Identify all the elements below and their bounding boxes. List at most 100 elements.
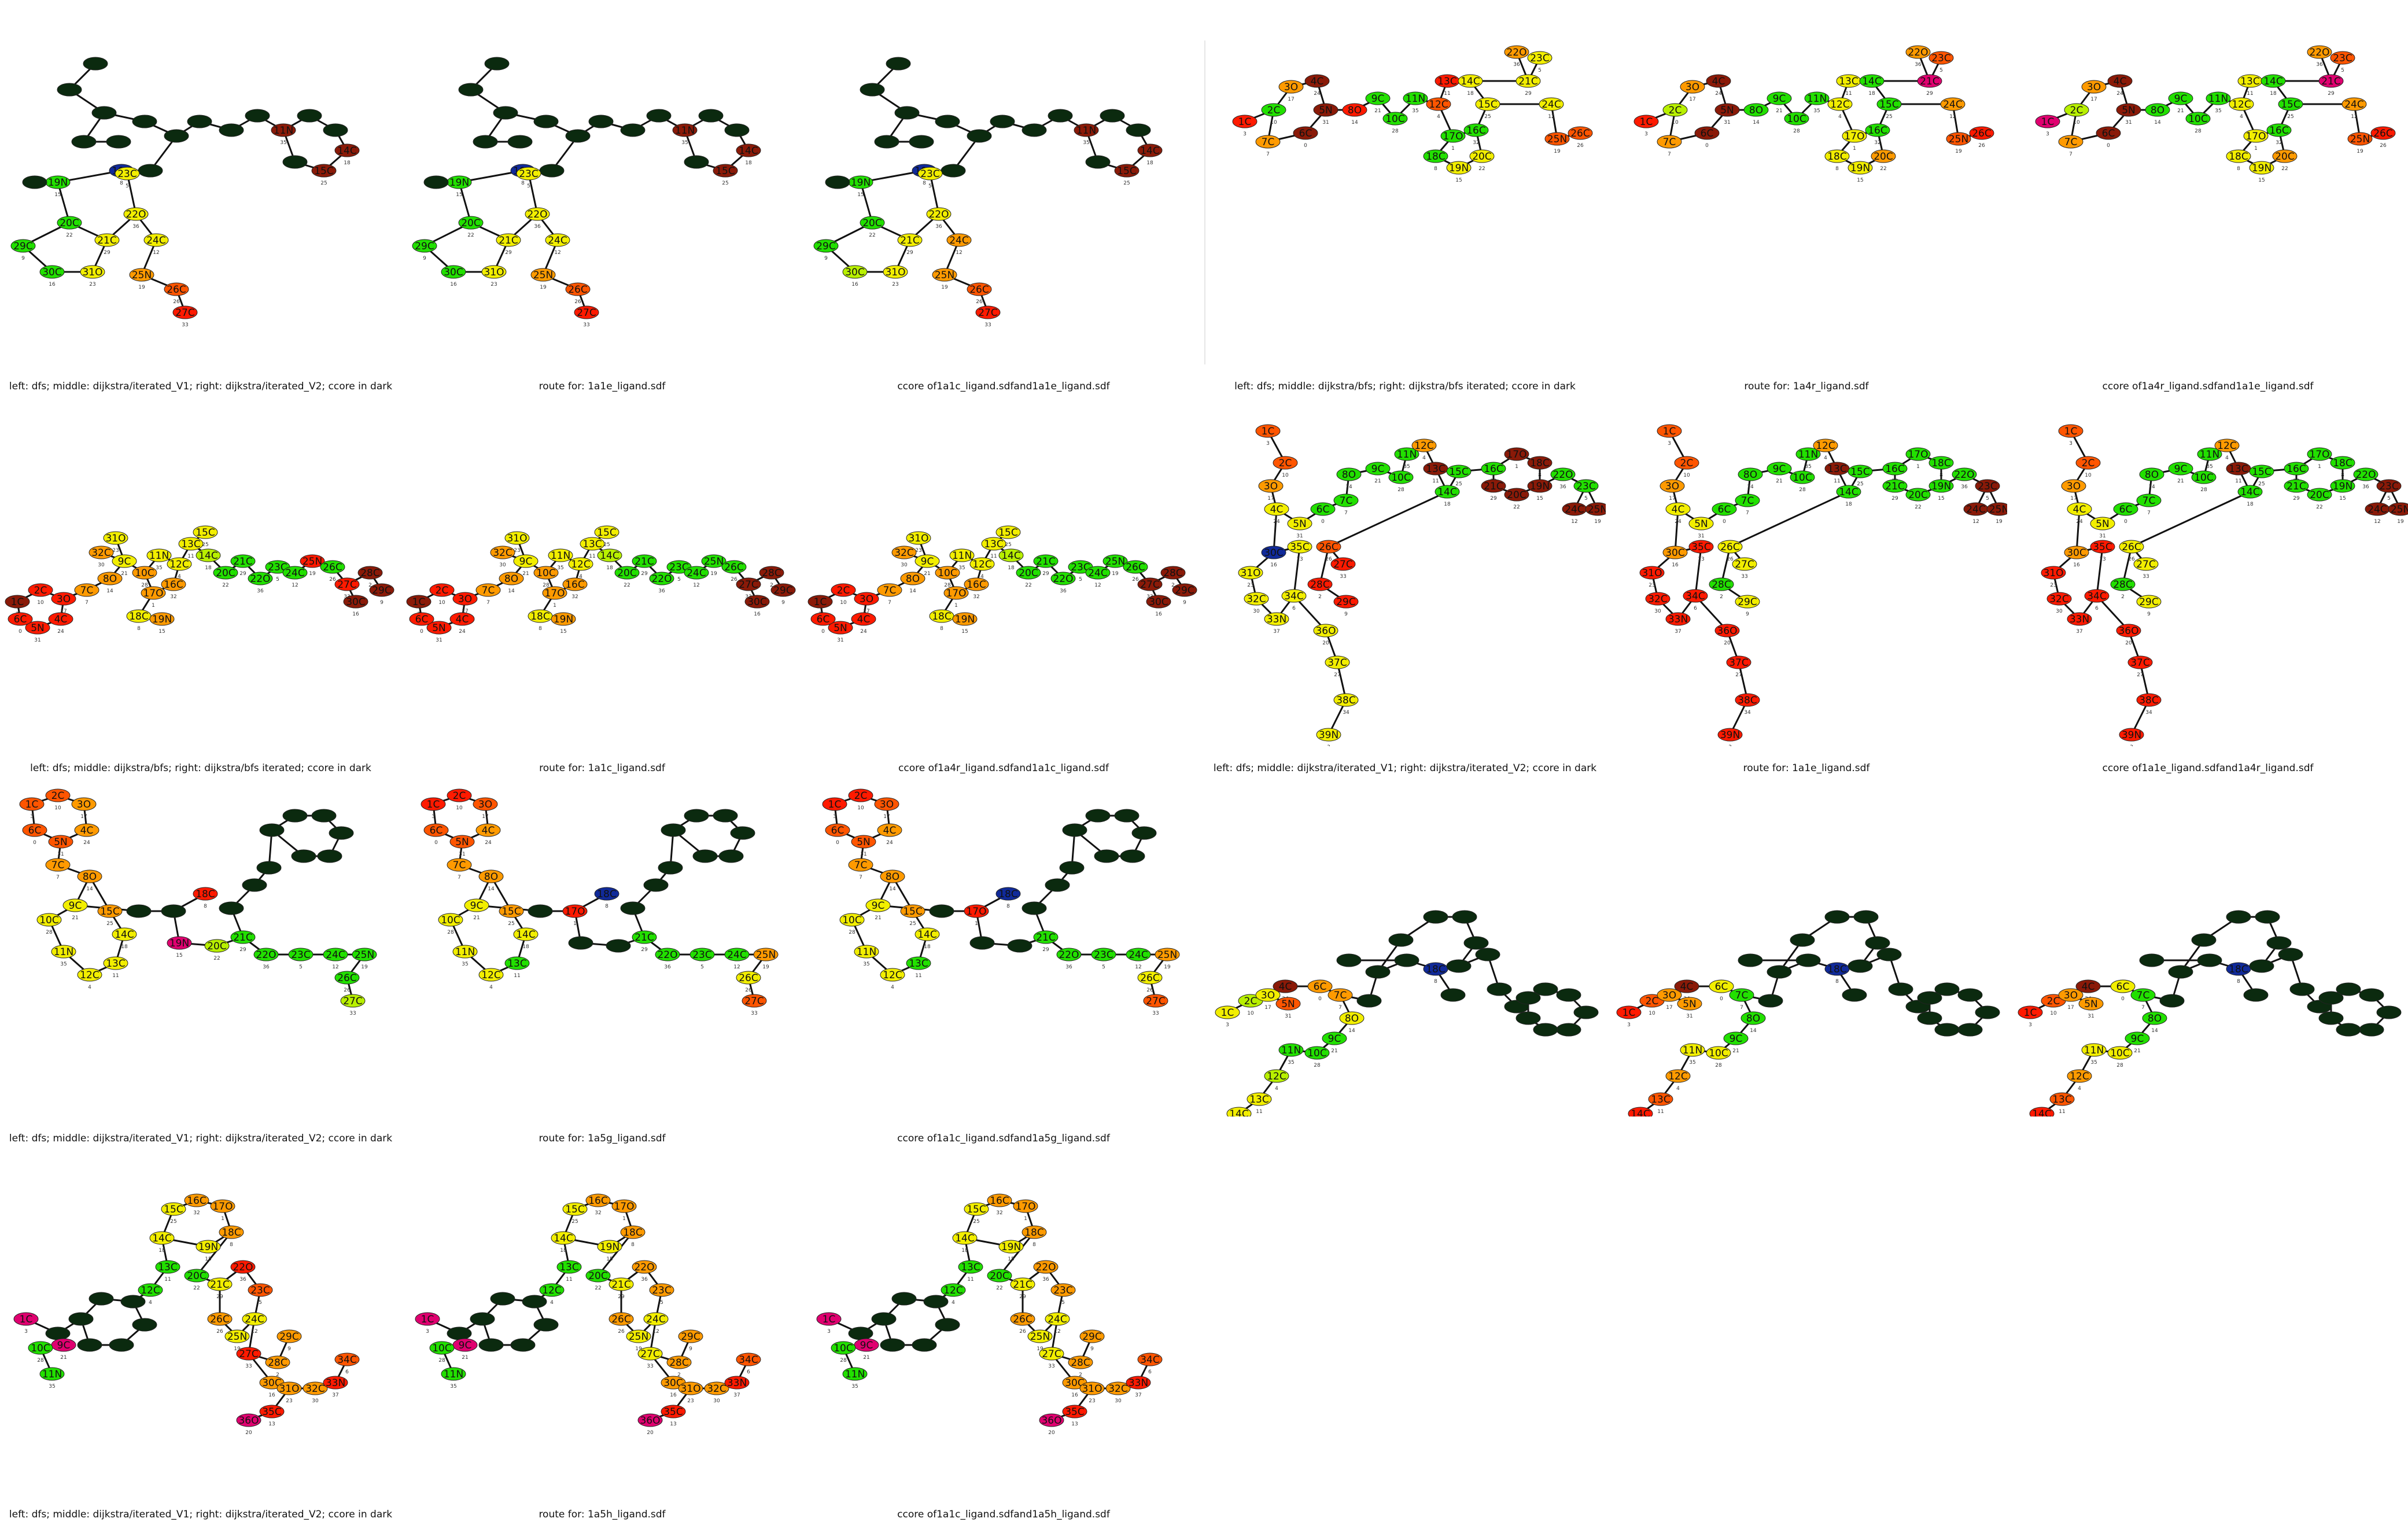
atom-ellipse xyxy=(606,939,631,953)
atom-ellipse xyxy=(2249,465,2274,478)
bond-line xyxy=(1273,508,1278,554)
atom-ellipse xyxy=(1304,74,1330,88)
atom-ellipse xyxy=(207,1312,233,1326)
atom-index: 2 xyxy=(1318,594,1322,600)
atom-index: 15 xyxy=(1536,496,1543,502)
atom-index: 9 xyxy=(423,256,426,261)
atom-node xyxy=(568,936,593,950)
atom-label: 11N xyxy=(444,1369,463,1380)
atom-ellipse xyxy=(1865,123,1890,137)
atom-ellipse xyxy=(51,945,76,959)
atom-ellipse xyxy=(1738,953,1763,967)
atom-index: 26 xyxy=(745,987,752,993)
atom-label: 30C xyxy=(262,1377,282,1389)
atom-label: 20C xyxy=(461,218,481,229)
atom-label: 16C xyxy=(164,579,183,591)
atom-ellipse xyxy=(1726,655,1751,669)
atom-label: 10C xyxy=(834,1343,853,1354)
molecule-graph: 1C32C103O174C245N316C07C78O149C2110C2811… xyxy=(1232,45,1593,183)
atom-ellipse xyxy=(204,939,230,953)
atom-ellipse xyxy=(2064,103,2089,117)
atom-label: 17O xyxy=(143,588,163,599)
atom-label: 13C xyxy=(909,958,928,970)
atom-index: 7 xyxy=(56,875,60,880)
atom-label: 32C xyxy=(1247,594,1266,605)
atom-label: 27C xyxy=(337,579,357,591)
atom-index: 18 xyxy=(1444,502,1451,507)
atom-index: 29 xyxy=(641,947,648,953)
atom-index: 5 xyxy=(700,964,704,970)
atom-label: 2C xyxy=(1244,996,1258,1007)
atom-node xyxy=(88,1292,114,1306)
atom-index: 14 xyxy=(909,588,916,594)
atom-ellipse xyxy=(478,869,504,883)
atom-index: 21 xyxy=(462,1355,468,1361)
atom-index: 37 xyxy=(332,1392,338,1398)
atom-index: 36 xyxy=(641,1277,648,1283)
atom-node xyxy=(45,1326,71,1340)
atom-ellipse xyxy=(499,572,524,585)
atom-index: 28 xyxy=(543,583,550,588)
atom-ellipse xyxy=(620,123,646,137)
atom-label: 34C xyxy=(337,1354,357,1366)
atom-node: 39N3 xyxy=(1717,728,1743,746)
atom-index: 19 xyxy=(234,1346,241,1352)
atom-ellipse xyxy=(1842,988,1867,1002)
atom-label: 15C xyxy=(967,1204,986,1215)
atom-label: 30C xyxy=(845,267,865,278)
atom-ellipse xyxy=(528,904,553,918)
atom-index: 2 xyxy=(1720,594,1723,600)
atom-index: 7 xyxy=(2147,510,2151,516)
atom-label: 25N xyxy=(533,270,553,281)
atom-ellipse xyxy=(874,135,899,149)
atom-index: 12 xyxy=(2374,519,2380,525)
atom-label: 8O xyxy=(1743,469,1757,481)
atom-index: 24 xyxy=(1273,519,1280,525)
atom-node xyxy=(923,1295,949,1309)
atom-ellipse xyxy=(1010,1312,1035,1326)
atom-index: 33 xyxy=(647,1364,653,1369)
atom-node xyxy=(1917,1011,1942,1025)
atom-ellipse xyxy=(311,809,337,823)
atom-ellipse xyxy=(265,1355,290,1369)
atom-index: 4 xyxy=(891,985,894,990)
atom-ellipse xyxy=(184,1269,209,1283)
atom-label: 27C xyxy=(739,579,758,591)
atom-label: 21C xyxy=(499,235,518,246)
atom-label: 9C xyxy=(872,900,885,912)
atom-node xyxy=(1957,988,1983,1002)
atom-label: 18C xyxy=(1024,1227,1044,1239)
atom-index: 28 xyxy=(438,1358,445,1364)
atom-node xyxy=(684,809,709,823)
atom-ellipse xyxy=(39,1367,65,1381)
atom-label: 2C xyxy=(1646,996,1659,1007)
atom-index: 35 xyxy=(462,961,468,967)
atom-index: 16 xyxy=(352,611,359,617)
atom-label: 33N xyxy=(1267,614,1286,625)
atom-index: 33 xyxy=(751,1011,757,1016)
atom-index: 36 xyxy=(1042,1277,1049,1283)
atom-index: 24 xyxy=(83,840,90,846)
atom-node: 6C0 xyxy=(1709,979,1734,1002)
atom-ellipse xyxy=(219,123,244,137)
atom-ellipse xyxy=(155,1260,180,1274)
